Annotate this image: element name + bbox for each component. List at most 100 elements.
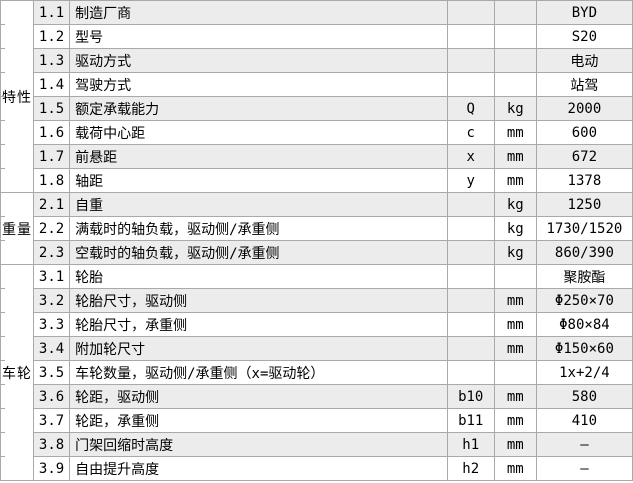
- value-cell: 站驾: [535, 72, 633, 97]
- spec-name-cell: 自重: [69, 192, 448, 217]
- spec-name-cell: 空载时的轴负载，驱动侧/承重侧: [69, 240, 448, 265]
- unit-cell: [493, 72, 537, 97]
- row-number-cell: 1.3: [33, 48, 71, 73]
- value-cell: 672: [535, 144, 633, 169]
- unit-cell: mm: [493, 312, 537, 337]
- table-row: 3.3 轮胎尺寸，承重侧 mm Φ80×84: [1, 312, 633, 337]
- table-row: 1.8 轴距 y mm 1378: [1, 168, 633, 193]
- row-number-cell: 1.1: [33, 0, 71, 25]
- value-cell: 600: [535, 120, 633, 145]
- symbol-cell: [446, 360, 495, 385]
- spec-name-cell: 自由提升高度: [69, 456, 448, 481]
- symbol-cell: c: [446, 120, 495, 145]
- row-number-cell: 3.5: [33, 360, 71, 385]
- symbol-cell: [446, 48, 495, 73]
- table-row: 3.9 自由提升高度 h2 mm –: [1, 456, 633, 481]
- spec-name-cell: 额定承载能力: [69, 96, 448, 121]
- value-cell: –: [535, 456, 633, 481]
- unit-cell: mm: [493, 384, 537, 409]
- table-row: 3.8 门架回缩时高度 h1 mm –: [1, 432, 633, 457]
- value-cell: Φ80×84: [535, 312, 633, 337]
- symbol-cell: [446, 216, 495, 241]
- spec-name-cell: 轴距: [69, 168, 448, 193]
- spec-name-cell: 门架回缩时高度: [69, 432, 448, 457]
- group-label: 车轮: [0, 264, 35, 481]
- symbol-cell: [446, 192, 495, 217]
- unit-cell: mm: [493, 144, 537, 169]
- spec-name-cell: 轮胎: [69, 264, 448, 289]
- unit-cell: kg: [493, 240, 537, 265]
- spec-name-cell: 轮胎尺寸，驱动侧: [69, 288, 448, 313]
- table-row: 2.3 空载时的轴负载，驱动侧/承重侧 kg 860/390: [1, 240, 633, 265]
- unit-cell: mm: [493, 120, 537, 145]
- symbol-cell: [446, 240, 495, 265]
- table-row: 车轮 3.1 轮胎 聚胺酯: [0, 264, 633, 481]
- value-cell: Φ150×60: [535, 336, 633, 361]
- value-cell: Φ250×70: [535, 288, 633, 313]
- row-number-cell: 1.5: [33, 96, 71, 121]
- spec-name-cell: 轮胎尺寸，承重侧: [69, 312, 448, 337]
- value-cell: 聚胺酯: [535, 264, 633, 289]
- symbol-cell: b11: [446, 408, 495, 433]
- spec-name-cell: 制造厂商: [69, 0, 448, 25]
- symbol-cell: [446, 336, 495, 361]
- spec-name-cell: 载荷中心距: [69, 120, 448, 145]
- spec-name-cell: 附加轮尺寸: [69, 336, 448, 361]
- symbol-cell: h2: [446, 456, 495, 481]
- table-row: 重量 2.1 自重 kg 1250: [0, 192, 633, 265]
- spec-name-cell: 驱动方式: [69, 48, 448, 73]
- symbol-cell: Q: [446, 96, 495, 121]
- unit-cell: mm: [493, 168, 537, 193]
- table-row: 3.4 附加轮尺寸 mm Φ150×60: [1, 336, 633, 361]
- row-number-cell: 3.8: [33, 432, 71, 457]
- row-number-cell: 3.3: [33, 312, 71, 337]
- spec-name-cell: 型号: [69, 24, 448, 49]
- value-cell: 410: [535, 408, 633, 433]
- group-label: 特性: [0, 0, 35, 193]
- unit-cell: mm: [493, 288, 537, 313]
- symbol-cell: [446, 24, 495, 49]
- symbol-cell: y: [446, 168, 495, 193]
- row-number-cell: 1.7: [33, 144, 71, 169]
- row-number-cell: 1.4: [33, 72, 71, 97]
- unit-cell: [493, 264, 537, 289]
- table-row: 1.7 前悬距 x mm 672: [1, 144, 633, 169]
- symbol-cell: [446, 288, 495, 313]
- value-cell: 1730/1520: [535, 216, 633, 241]
- unit-cell: [493, 24, 537, 49]
- value-cell: –: [535, 432, 633, 457]
- table-row: 2.2 满载时的轴负载，驱动侧/承重侧 kg 1730/1520: [1, 216, 633, 241]
- table-row: 3.5 车轮数量，驱动侧/承重侧（x=驱动轮） 1x+2/4: [1, 360, 633, 385]
- group-label: 重量: [0, 192, 35, 265]
- value-cell: 1250: [535, 192, 633, 217]
- row-number-cell: 3.2: [33, 288, 71, 313]
- table-row: 1.4 驾驶方式 站驾: [1, 72, 633, 97]
- unit-cell: kg: [493, 192, 537, 217]
- value-cell: 2000: [535, 96, 633, 121]
- row-number-cell: 2.1: [33, 192, 71, 217]
- spec-name-cell: 驾驶方式: [69, 72, 448, 97]
- value-cell: 1378: [535, 168, 633, 193]
- unit-cell: mm: [493, 456, 537, 481]
- symbol-cell: b10: [446, 384, 495, 409]
- unit-cell: kg: [493, 96, 537, 121]
- spec-name-cell: 车轮数量，驱动侧/承重侧（x=驱动轮）: [69, 360, 448, 385]
- value-cell: 1x+2/4: [535, 360, 633, 385]
- row-number-cell: 3.4: [33, 336, 71, 361]
- unit-cell: [493, 360, 537, 385]
- table-row: 1.2 型号 S20: [1, 24, 633, 49]
- symbol-cell: x: [446, 144, 495, 169]
- spec-name-cell: 满载时的轴负载，驱动侧/承重侧: [69, 216, 448, 241]
- unit-cell: [493, 0, 537, 25]
- symbol-cell: [446, 72, 495, 97]
- symbol-cell: h1: [446, 432, 495, 457]
- value-cell: 860/390: [535, 240, 633, 265]
- table-row: 1.6 载荷中心距 c mm 600: [1, 120, 633, 145]
- unit-cell: kg: [493, 216, 537, 241]
- unit-cell: [493, 48, 537, 73]
- row-number-cell: 3.6: [33, 384, 71, 409]
